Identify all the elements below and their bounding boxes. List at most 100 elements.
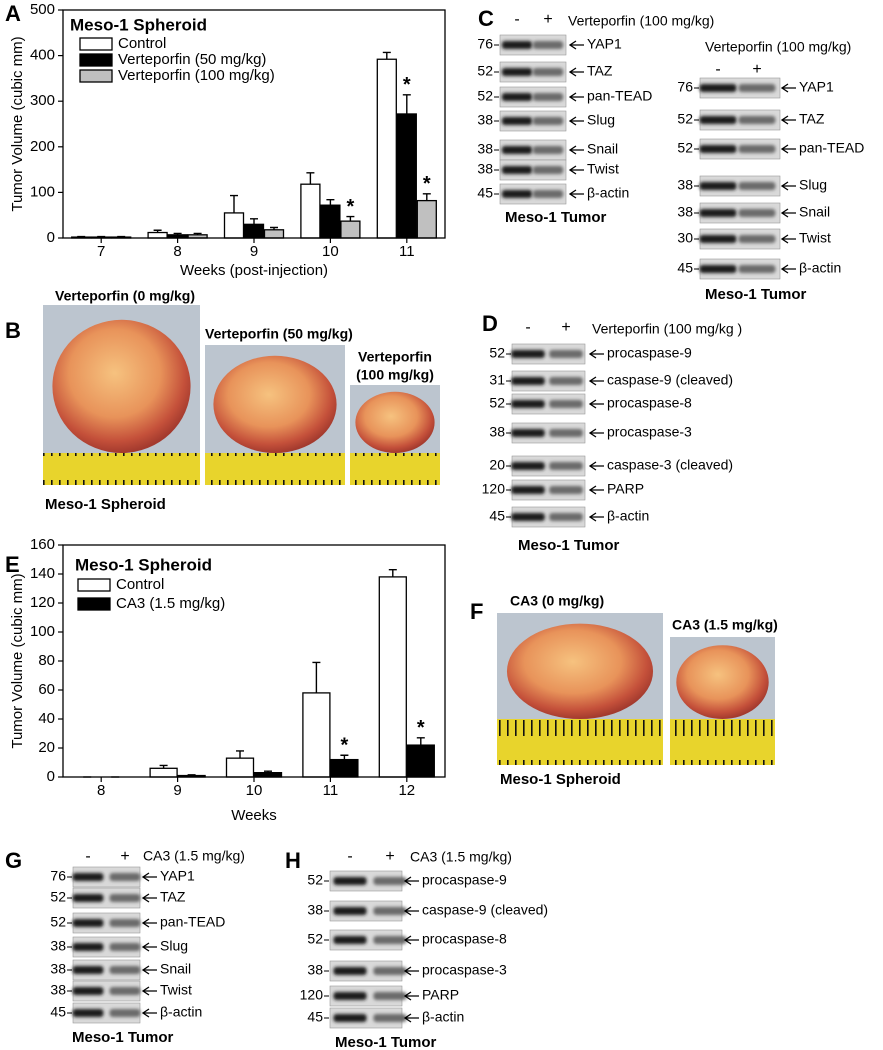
band: [738, 116, 776, 124]
protein-label: β-actin: [160, 1004, 202, 1020]
mw-label: 52: [477, 88, 493, 104]
band: [333, 1014, 367, 1022]
y-tick-label: 20: [38, 739, 55, 756]
significance-marker: *: [341, 735, 349, 757]
mw-label: 45: [50, 1004, 66, 1020]
protein-label: Snail: [587, 141, 618, 157]
error-bar: [346, 215, 355, 222]
bar: [300, 183, 321, 239]
error-bar: [306, 172, 315, 185]
protein-label: pan-TEAD: [799, 140, 864, 156]
error-bar: [230, 194, 238, 213]
band: [373, 907, 407, 915]
panel-letter: G: [5, 848, 22, 873]
band: [109, 894, 141, 902]
significance-marker: *: [403, 74, 411, 96]
band: [501, 41, 533, 49]
treatment-label: Verteporfin (100 mg/kg): [568, 13, 714, 29]
lane-label: -: [514, 11, 519, 28]
ruler: [43, 453, 200, 485]
band: [511, 429, 545, 437]
photo-label: CA3 (0 mg/kg): [510, 593, 604, 609]
lane-label: -: [347, 848, 352, 865]
error-bar: [402, 94, 411, 114]
photo-label: Verteporfin (50 mg/kg): [205, 326, 353, 342]
band: [532, 146, 564, 154]
tumor: [676, 645, 769, 719]
band: [699, 182, 737, 190]
error-bar: [173, 232, 182, 235]
arrow: [141, 986, 157, 996]
protein-label: Slug: [587, 112, 615, 128]
arrow: [568, 116, 584, 126]
arrow: [403, 991, 419, 1001]
mw-label: 52: [50, 914, 66, 930]
protein-label: YAP1: [587, 36, 622, 52]
legend-swatch: [79, 37, 113, 51]
band: [738, 265, 776, 273]
lane-label: +: [543, 11, 552, 28]
band: [501, 68, 533, 76]
y-tick-label: 100: [30, 183, 55, 200]
band: [511, 377, 545, 385]
band: [699, 235, 737, 243]
band: [109, 919, 141, 927]
error-bar: [270, 226, 278, 230]
arrow: [780, 181, 796, 191]
mw-label: 38: [50, 961, 66, 977]
significance-marker: *: [417, 717, 425, 739]
mw-label: 45: [489, 508, 505, 524]
band: [699, 265, 737, 273]
blot-caption: Meso-1 Tumor: [705, 286, 807, 303]
bar: [396, 113, 417, 239]
y-tick-label: 100: [30, 623, 55, 640]
lane-label: +: [120, 848, 129, 865]
protein-label: Snail: [799, 204, 830, 220]
band: [72, 873, 104, 881]
blot-caption: Meso-1 Tumor: [518, 537, 620, 554]
x-axis-label: Weeks (post-injection): [180, 262, 328, 279]
protein-label: procaspase-8: [607, 395, 692, 411]
arrow: [780, 83, 796, 93]
arrow: [588, 512, 604, 522]
photo-label: CA3 (1.5 mg/kg): [672, 617, 778, 633]
photo-label: Verteporfin (0 mg/kg): [55, 288, 195, 304]
error-bar: [388, 568, 397, 577]
mw-label: 52: [489, 395, 505, 411]
arrow: [588, 485, 604, 495]
lane-label: +: [385, 848, 394, 865]
y-tick-label: 500: [30, 1, 55, 18]
protein-label: Twist: [160, 982, 192, 998]
y-tick-label: 140: [30, 565, 55, 582]
x-tick-label: 9: [250, 243, 258, 260]
significance-marker: *: [347, 196, 355, 218]
plot-frame: [62, 9, 446, 239]
bar: [376, 58, 397, 239]
arrow: [568, 92, 584, 102]
protein-label: TAZ: [160, 889, 186, 905]
x-tick-label: 11: [323, 782, 339, 799]
y-tick-label: 160: [30, 536, 55, 553]
arrow: [780, 144, 796, 154]
protein-label: caspase-9 (cleaved): [607, 372, 733, 388]
lane-label: -: [85, 848, 90, 865]
protein-label: β-actin: [587, 185, 629, 201]
error-bar: [382, 51, 391, 60]
bar: [243, 223, 265, 239]
mw-label: 30: [677, 230, 693, 246]
x-tick-label: 7: [97, 243, 105, 260]
legend-label: Control: [116, 576, 164, 593]
treatment-label: CA3 (1.5 mg/kg): [410, 849, 512, 865]
ruler: [350, 453, 440, 485]
arrow: [568, 165, 584, 175]
significance-marker: *: [423, 173, 431, 195]
y-tick-label: 400: [30, 47, 55, 64]
error-bar: [187, 774, 196, 776]
mw-label: 45: [477, 185, 493, 201]
protein-label: procaspase-8: [422, 931, 507, 947]
mw-label: 52: [307, 872, 323, 888]
mw-label: 38: [477, 112, 493, 128]
band: [532, 68, 564, 76]
arrow: [588, 461, 604, 471]
